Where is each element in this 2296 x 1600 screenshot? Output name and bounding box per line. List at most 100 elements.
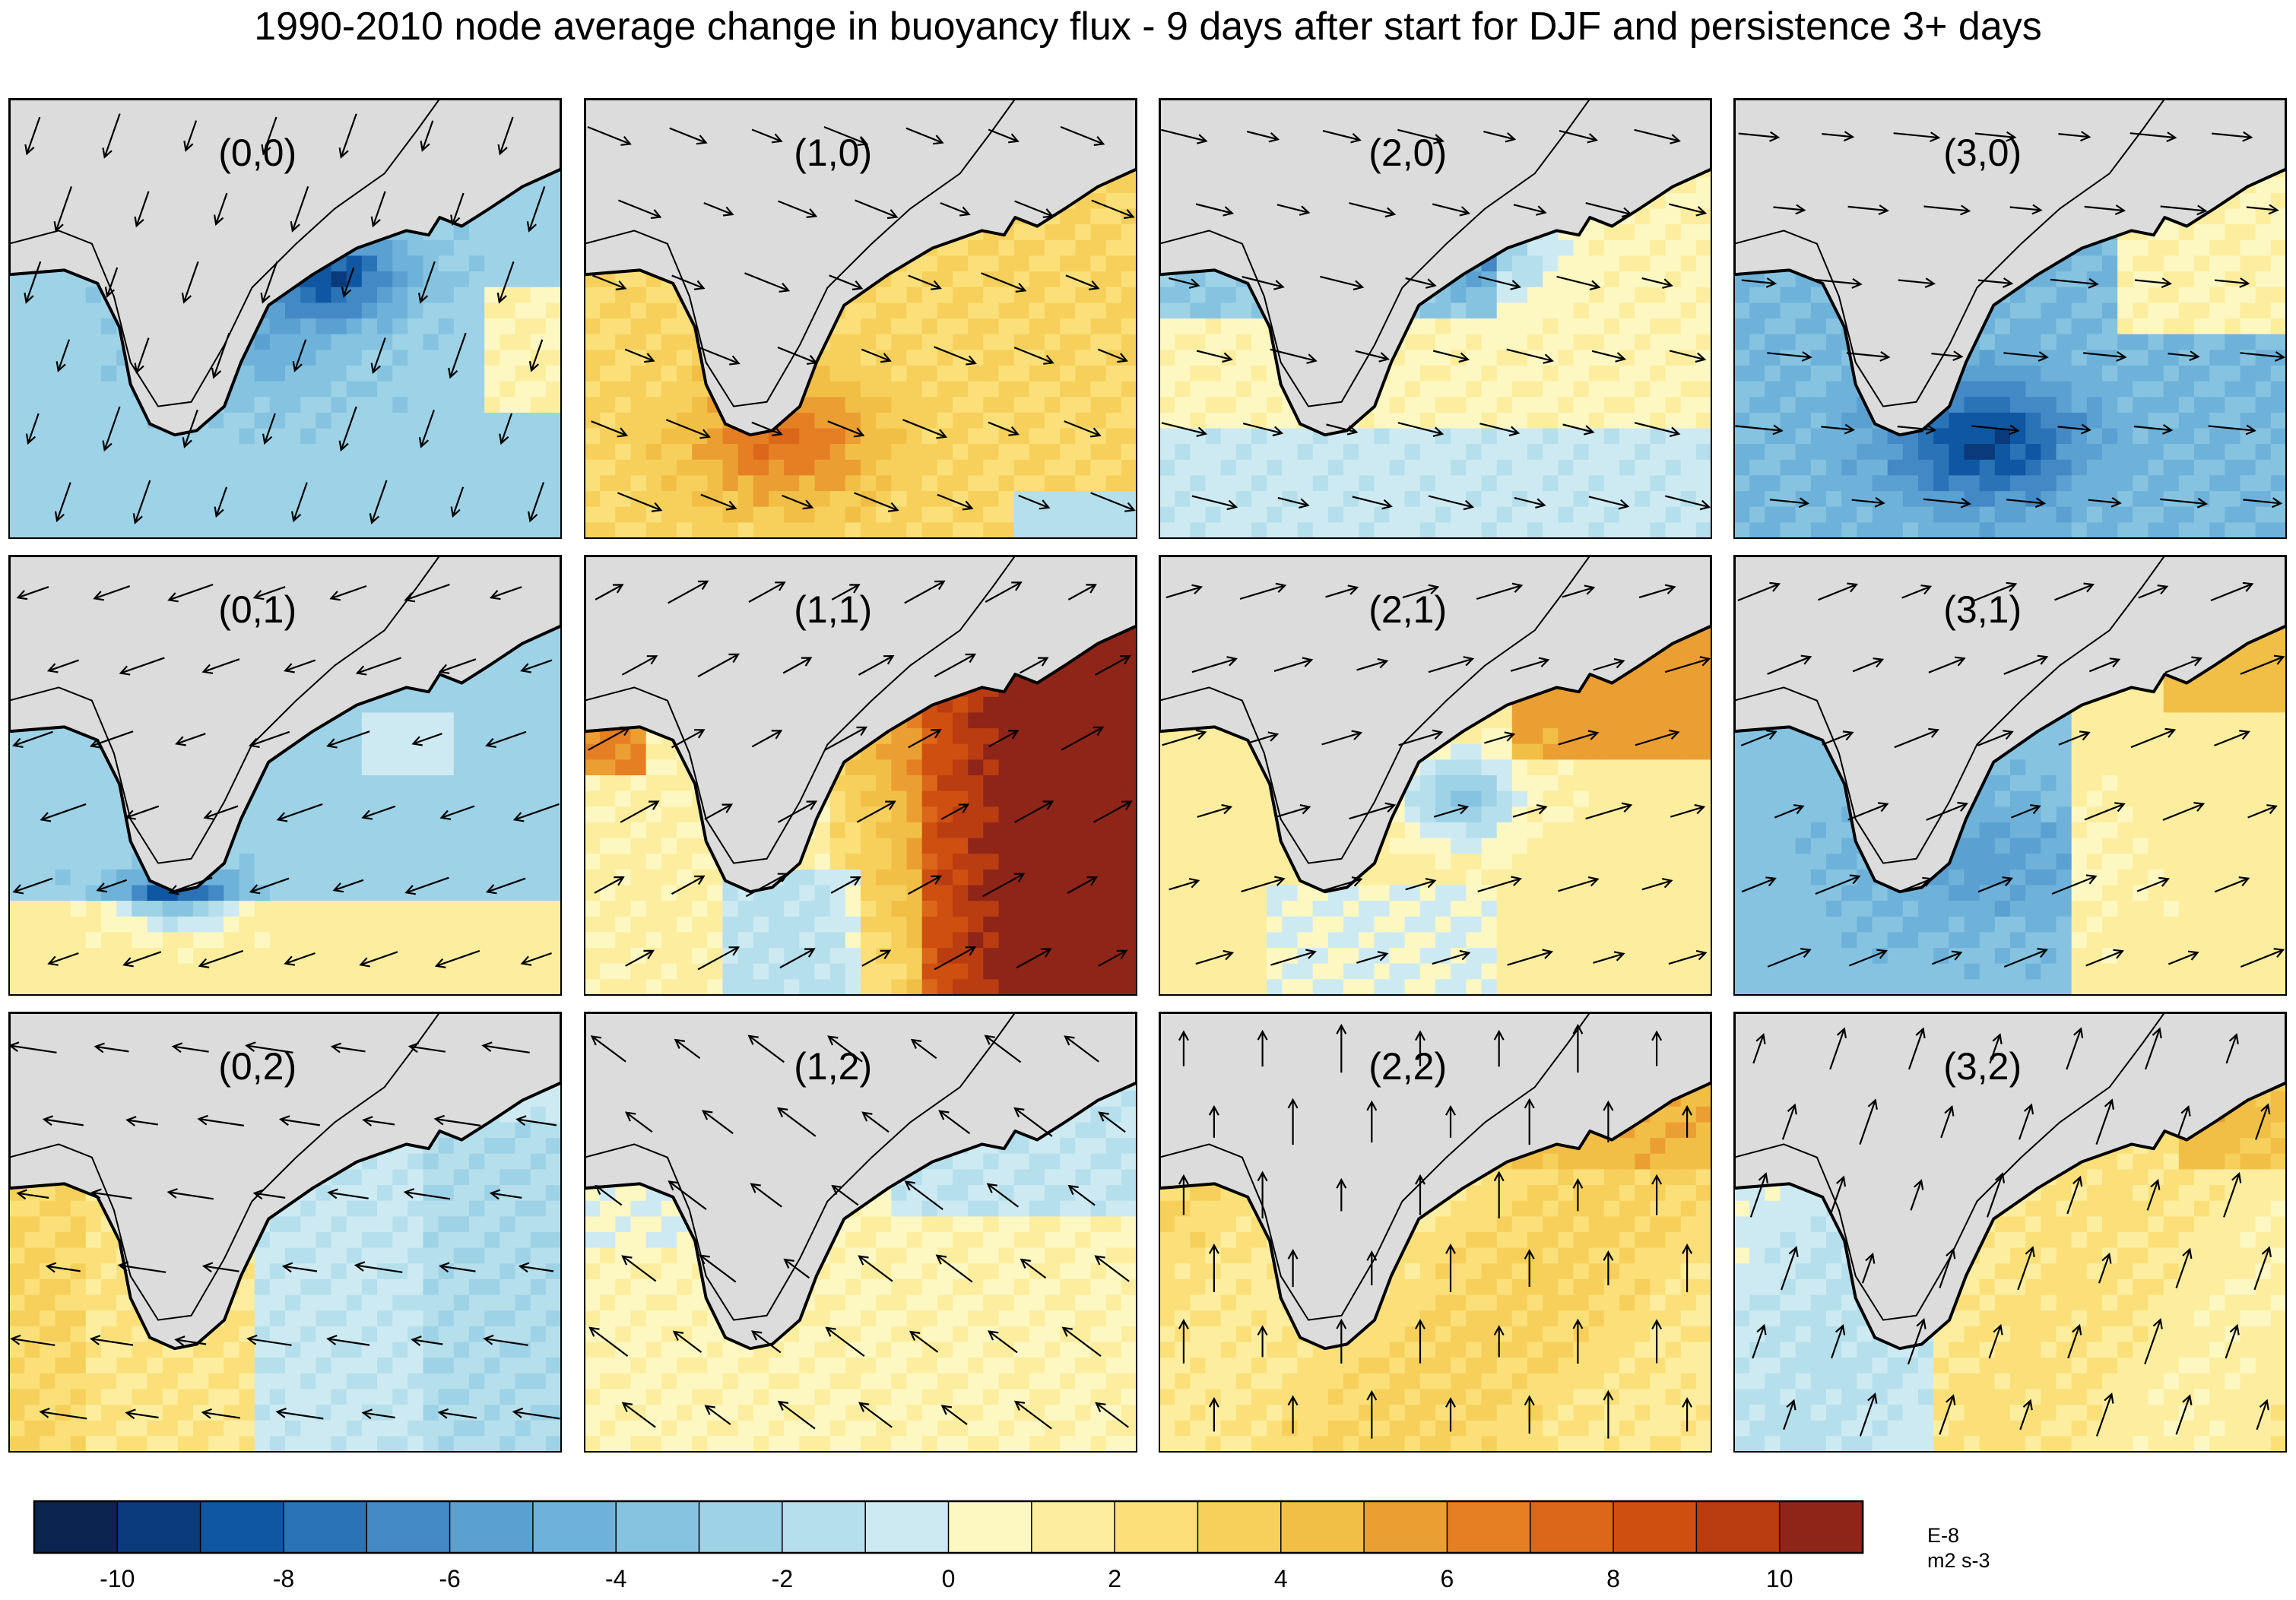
field-cell (2178, 303, 2195, 319)
field-cell (2163, 287, 2180, 303)
field-cell (239, 444, 255, 461)
field-cell (2209, 522, 2225, 538)
field-cell (1105, 334, 1122, 350)
wind-arrow (1014, 200, 1054, 218)
field-cell (1603, 428, 1620, 445)
field-cell (346, 303, 363, 319)
field-cell (85, 318, 102, 335)
field-cell (545, 318, 561, 335)
field-cell (953, 444, 969, 461)
wind-arrow (829, 274, 864, 290)
field-cell (85, 522, 102, 538)
field-cell (769, 491, 785, 508)
field-cell (1780, 350, 1797, 366)
field-cell (998, 412, 1015, 429)
field-cell (861, 506, 877, 523)
field-cell (2209, 444, 2225, 461)
field-cell (469, 491, 485, 508)
field-cell (2240, 255, 2256, 272)
field-cell (1695, 459, 1711, 476)
field-cell (1902, 506, 1919, 523)
wind-arrow (102, 113, 121, 159)
field-cell (1327, 491, 1344, 508)
field-cell (906, 428, 923, 445)
field-cell (891, 412, 908, 429)
field-cell (968, 381, 984, 398)
field-cell (1603, 475, 1620, 492)
field-cell (1090, 459, 1107, 476)
field-cell (1297, 522, 1314, 538)
wind-vectors (1161, 128, 1711, 511)
field-cell (1872, 444, 1888, 461)
field-cell (2117, 255, 2133, 272)
field-cell (162, 444, 179, 461)
field-cell (40, 790, 56, 807)
field-cell (1680, 491, 1697, 508)
field-cell (1902, 491, 1919, 508)
field-cell (891, 318, 908, 335)
field-cell (1359, 444, 1375, 461)
field-cell (1680, 522, 1697, 538)
field-cell (1695, 334, 1711, 350)
field-cell (484, 665, 500, 682)
field-cell (469, 365, 485, 382)
field-cell (1105, 459, 1122, 476)
field-cell (630, 522, 647, 538)
field-cell (737, 506, 754, 523)
field-cell (2209, 381, 2225, 398)
field-cell (2178, 459, 2195, 476)
field-cell (645, 522, 662, 538)
field-cell (300, 334, 316, 350)
field-cell (1558, 475, 1575, 492)
field-cell (316, 822, 332, 839)
field-cell (24, 806, 40, 823)
field-cell (193, 522, 209, 538)
field-cell (469, 287, 485, 303)
field-cell (331, 350, 347, 366)
field-cell (499, 759, 516, 776)
field-cell (1979, 444, 1996, 461)
field-cell (1090, 303, 1107, 319)
field-cell (499, 506, 516, 523)
field-cell (453, 459, 470, 476)
field-cell (2086, 255, 2103, 272)
field-cell (2133, 334, 2149, 350)
field-cell (1588, 239, 1605, 256)
field-cell (1635, 271, 1651, 288)
field-cell (484, 854, 500, 870)
field-cell (1312, 459, 1329, 476)
field-cell (1389, 444, 1406, 461)
field-cell (1841, 491, 1857, 508)
field-cell (677, 365, 693, 382)
wind-arrow (1064, 420, 1102, 438)
field-cell (40, 854, 56, 870)
field-cell (1979, 475, 1996, 492)
field-cell (1665, 475, 1682, 492)
field-cell (1573, 334, 1590, 350)
field-cell (2270, 224, 2286, 241)
field-cell (1650, 287, 1667, 303)
field-cell (1695, 208, 1711, 225)
field-cell (1060, 428, 1076, 445)
field-cell (1795, 287, 1812, 303)
field-cell (1175, 397, 1191, 413)
field-cell (269, 303, 286, 319)
field-cell (1159, 428, 1175, 445)
wind-arrow (1588, 496, 1630, 510)
field-cell (953, 475, 969, 492)
field-cell (753, 444, 769, 461)
field-cell (1511, 428, 1528, 445)
field-cell (1235, 303, 1252, 319)
field-cell (545, 665, 561, 682)
field-cell (2041, 287, 2057, 303)
field-cell (377, 271, 393, 288)
field-cell (269, 459, 286, 476)
field-cell (392, 287, 408, 303)
field-cell (269, 428, 286, 445)
field-cell (1826, 397, 1842, 413)
field-cell (346, 522, 363, 538)
field-cell (2270, 381, 2286, 398)
field-cell (9, 838, 25, 854)
field-cell (1121, 239, 1137, 256)
field-cell (1619, 475, 1635, 492)
